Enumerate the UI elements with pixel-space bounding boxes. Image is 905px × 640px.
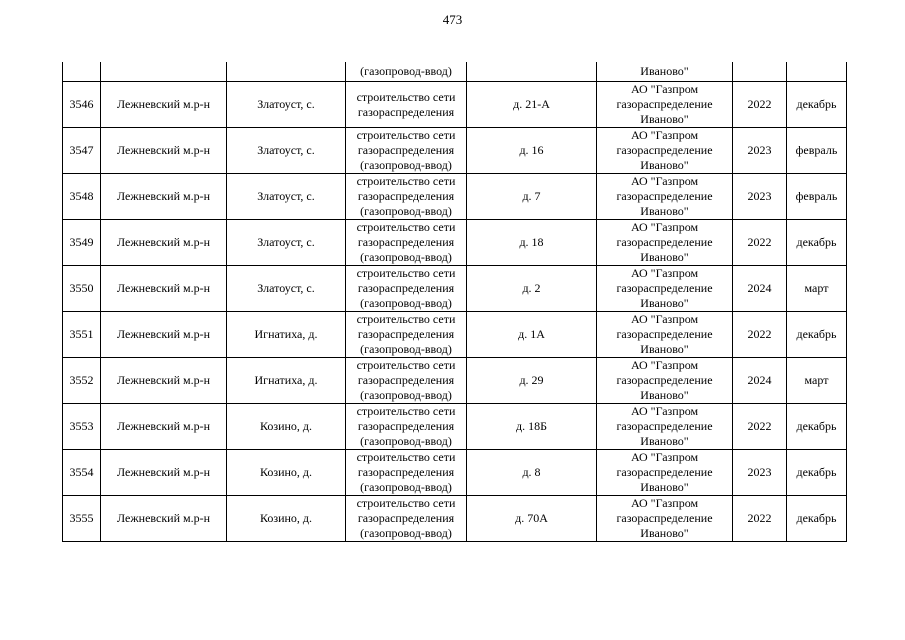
cell-org: Иваново" [596, 62, 733, 82]
cell-org: АО "Газпром газораспределение Иваново" [596, 311, 733, 358]
cell-address: д. 7 [466, 173, 597, 220]
table-row: 3553 Лежневский м.р-н Козино, д. строительс… [62, 403, 847, 450]
cell-year: 2022 [732, 219, 787, 266]
cell-locality: Козино, д. [226, 495, 346, 542]
cell-district: Лежневский м.р-н [100, 311, 227, 358]
cell-locality: Козино, д. [226, 403, 346, 450]
table-row: 3552 Лежневский м.р-н Игнатиха, д. строител… [62, 357, 847, 404]
table-row-continuation: (газопровод-ввод) Иваново" [62, 62, 847, 82]
table-row: 3546 Лежневский м.р-н Златоуст, с. строител… [62, 81, 847, 128]
cell-work: строительство сети газораспределения [345, 81, 467, 128]
cell-locality: Златоуст, с. [226, 219, 346, 266]
cell-year: 2023 [732, 449, 787, 496]
cell-year: 2023 [732, 127, 787, 174]
cell-year: 2022 [732, 495, 787, 542]
table-row: 3555 Лежневский м.р-н Козино, д. строительс… [62, 495, 847, 542]
cell-n: 3555 [62, 495, 101, 542]
cell-month: декабрь [786, 495, 847, 542]
cell-locality: Козино, д. [226, 449, 346, 496]
cell-address: д. 18Б [466, 403, 597, 450]
gasification-table: (газопровод-ввод) Иваново" 3546 Лежневски… [62, 62, 847, 542]
table-row: 3554 Лежневский м.р-н Козино, д. строительс… [62, 449, 847, 496]
cell-work: строительство сети газораспределения (га… [345, 449, 467, 496]
cell-address: д. 21-А [466, 81, 597, 128]
cell-work: строительство сети газораспределения (га… [345, 495, 467, 542]
cell-year: 2024 [732, 357, 787, 404]
cell-locality: Златоуст, с. [226, 127, 346, 174]
cell-work: строительство сети газораспределения (га… [345, 311, 467, 358]
cell-district: Лежневский м.р-н [100, 173, 227, 220]
cell-org: АО "Газпром газораспределение Иваново" [596, 495, 733, 542]
cell-address: д. 70А [466, 495, 597, 542]
cell-work: строительство сети газораспределения (га… [345, 127, 467, 174]
cell-locality: Игнатиха, д. [226, 311, 346, 358]
cell-org: АО "Газпром газораспределение Иваново" [596, 449, 733, 496]
cell-org: АО "Газпром газораспределение Иваново" [596, 403, 733, 450]
cell-district: Лежневский м.р-н [100, 449, 227, 496]
cell-month: декабрь [786, 219, 847, 266]
cell-month: декабрь [786, 311, 847, 358]
cell-address: д. 18 [466, 219, 597, 266]
cell-locality: Игнатиха, д. [226, 357, 346, 404]
cell-month: февраль [786, 127, 847, 174]
cell-n: 3551 [62, 311, 101, 358]
cell-address: д. 1А [466, 311, 597, 358]
cell-address: д. 16 [466, 127, 597, 174]
cell-district: Лежневский м.р-н [100, 357, 227, 404]
cell-year: 2022 [732, 403, 787, 450]
cell-work: строительство сети газораспределения (га… [345, 403, 467, 450]
cell-year: 2024 [732, 265, 787, 312]
cell-work: (газопровод-ввод) [345, 62, 467, 82]
cell-org: АО "Газпром газораспределение Иваново" [596, 173, 733, 220]
cell-address: д. 29 [466, 357, 597, 404]
cell-work: строительство сети газораспределения (га… [345, 265, 467, 312]
cell-address: д. 2 [466, 265, 597, 312]
cell-address: д. 8 [466, 449, 597, 496]
cell-n: 3549 [62, 219, 101, 266]
table-row: 3547 Лежневский м.р-н Златоуст, с. строител… [62, 127, 847, 174]
cell-district: Лежневский м.р-н [100, 495, 227, 542]
cell-n: 3554 [62, 449, 101, 496]
cell-n: 3552 [62, 357, 101, 404]
cell-month: февраль [786, 173, 847, 220]
cell-n: 3553 [62, 403, 101, 450]
cell-month: март [786, 357, 847, 404]
cell-org: АО "Газпром газораспределение Иваново" [596, 219, 733, 266]
cell-month: март [786, 265, 847, 312]
cell-month: декабрь [786, 403, 847, 450]
cell-district: Лежневский м.р-н [100, 219, 227, 266]
cell-locality: Златоуст, с. [226, 265, 346, 312]
cell-locality: Златоуст, с. [226, 81, 346, 128]
page-number: 473 [442, 12, 463, 27]
cell-year: 2023 [732, 173, 787, 220]
cell-year: 2022 [732, 311, 787, 358]
cell-month: декабрь [786, 81, 847, 128]
table-row: 3549 Лежневский м.р-н Златоуст, с. строител… [62, 219, 847, 266]
table-row: 3551 Лежневский м.р-н Игнатиха, д. строител… [62, 311, 847, 358]
cell-district: Лежневский м.р-н [100, 127, 227, 174]
table-row: 3550 Лежневский м.р-н Златоуст, с. строител… [62, 265, 847, 312]
cell-org: АО "Газпром газораспределение Иваново" [596, 127, 733, 174]
cell-org: АО "Газпром газораспределение Иваново" [596, 265, 733, 312]
cell-work: строительство сети газораспределения (га… [345, 357, 467, 404]
cell-year: 2022 [732, 81, 787, 128]
cell-org: АО "Газпром газораспределение Иваново" [596, 81, 733, 128]
cell-n: 3550 [62, 265, 101, 312]
cell-district: Лежневский м.р-н [100, 403, 227, 450]
cell-district: Лежневский м.р-н [100, 81, 227, 128]
cell-locality: Златоуст, с. [226, 173, 346, 220]
cell-month: декабрь [786, 449, 847, 496]
cell-work: строительство сети газораспределения (га… [345, 219, 467, 266]
table-row: 3548 Лежневский м.р-н Златоуст, с. строител… [62, 173, 847, 220]
cell-district: Лежневский м.р-н [100, 265, 227, 312]
cell-n: 3548 [62, 173, 101, 220]
cell-n: 3546 [62, 81, 101, 128]
cell-org: АО "Газпром газораспределение Иваново" [596, 357, 733, 404]
cell-n: 3547 [62, 127, 101, 174]
cell-work: строительство сети газораспределения (га… [345, 173, 467, 220]
